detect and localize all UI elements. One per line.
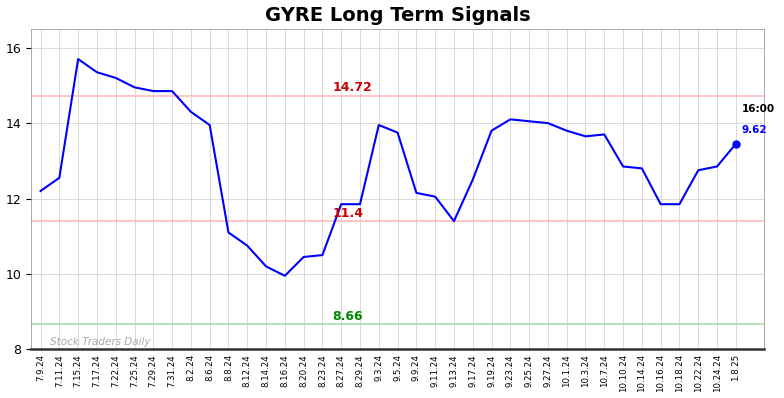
Text: 11.4: 11.4 <box>332 207 364 220</box>
Text: 14.72: 14.72 <box>332 82 372 94</box>
Text: 9.62: 9.62 <box>742 125 767 135</box>
Title: GYRE Long Term Signals: GYRE Long Term Signals <box>265 6 531 25</box>
Text: Stock Traders Daily: Stock Traders Daily <box>50 337 151 347</box>
Text: 16:00: 16:00 <box>742 104 775 114</box>
Text: 8.66: 8.66 <box>332 310 363 323</box>
